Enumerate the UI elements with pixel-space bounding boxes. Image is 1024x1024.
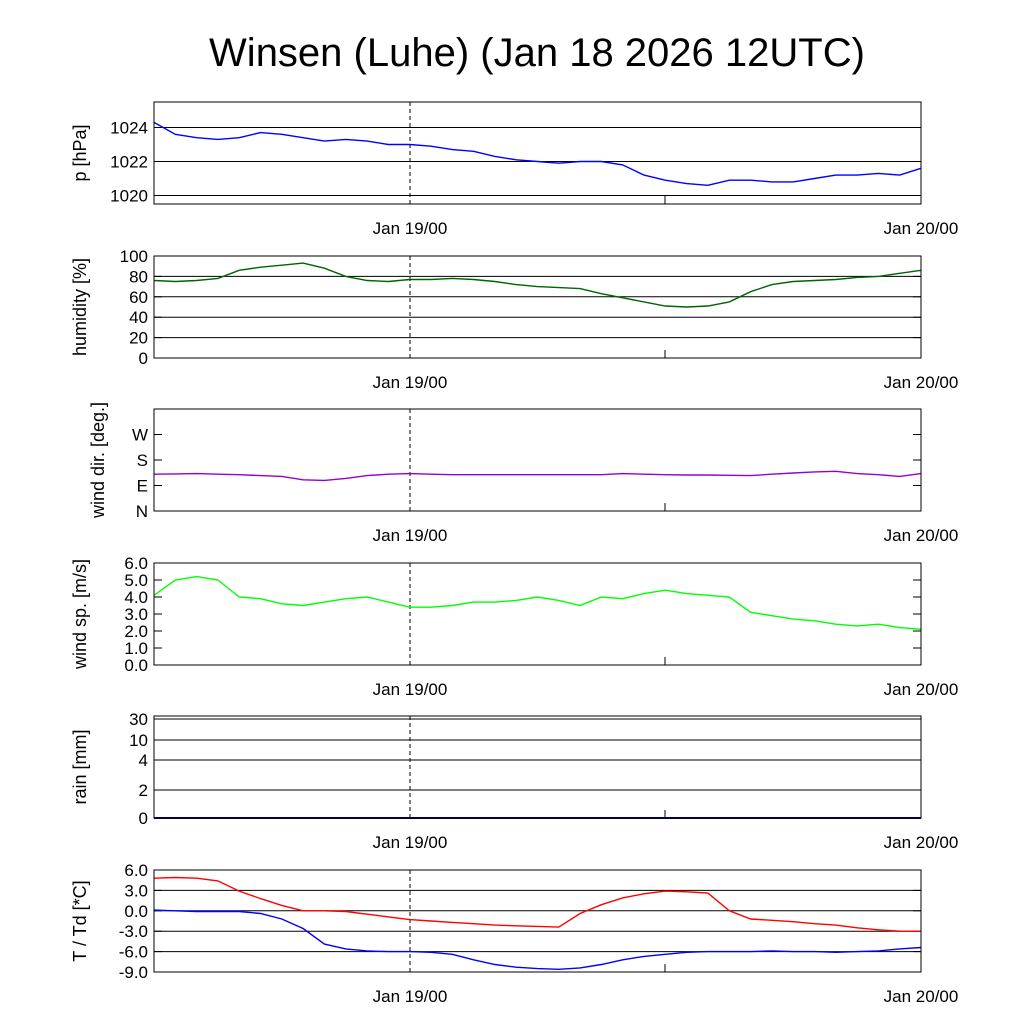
y-tick-label: 3.0 [124,881,148,900]
plot-frame [153,562,922,666]
y-tick-label: 1024 [110,119,148,138]
y-tick-label: 0 [139,809,148,828]
x-tick-label: Jan 19/00 [373,833,448,852]
panel-t: -9.0-6.0 -3.00.0 3.06.0 T / Td [*C] Jan 19/0… [70,861,958,1006]
y-axis-label: wind dir. [deg.] [88,402,108,519]
plot-frame [153,255,922,359]
y-tick-label: N [136,502,148,521]
x-tick-label: Jan 20/00 [884,526,959,545]
y-tick-label: 2.0 [124,622,148,641]
y-tick-label: 1022 [110,153,148,172]
y-tick-label: -3.0 [119,922,148,941]
series-wind-direction [153,470,922,482]
plot-frame [153,869,922,973]
y-tick-label: W [132,426,148,445]
series-wind-speed [153,575,922,630]
y-tick-label: E [137,477,148,496]
y-tick-label: 30 [129,710,148,729]
plot-frame [153,101,922,205]
y-axis-label: p [hPa] [70,124,90,181]
y-tick-label: 3.0 [124,605,148,624]
y-tick-label: 100 [120,247,148,266]
y-axis-label: humidity [%] [70,258,90,356]
panel-p: 1020 1022 1024 p [hPa] Jan 19/00 Jan 20/00 [70,101,959,238]
series-pressure [153,121,922,187]
y-tick-label: 60 [129,288,148,307]
y-axis-label: wind sp. [m/s] [70,559,90,670]
y-tick-label: 20 [129,329,148,348]
series-humidity [153,262,922,308]
series-dew-point [153,909,922,971]
x-tick-label: Jan 20/00 [884,219,959,238]
y-tick-label: 5.0 [124,571,148,590]
y-tick-label: 80 [129,267,148,286]
chart-title: Winsen (Luhe) (Jan 18 2026 12UTC) [209,31,865,75]
x-tick-label: Jan 20/00 [884,987,959,1006]
panel-ff: 0.01.02.03.04.05.06.0 wind sp. [m/s] Jan 1… [70,554,958,699]
x-tick-label: Jan 19/00 [373,526,448,545]
y-tick-label: 6.0 [124,861,148,880]
x-tick-label: Jan 20/00 [884,373,959,392]
x-tick-label: Jan 19/00 [373,680,448,699]
y-tick-label: 0 [139,349,148,368]
x-tick-label: Jan 19/00 [373,373,448,392]
series-temperature [153,876,921,932]
y-tick-label: 2 [139,781,148,800]
y-tick-label: 40 [129,308,148,327]
x-tick-label: Jan 19/00 [373,219,448,238]
y-tick-label: 0.0 [124,902,148,921]
y-tick-label: 1020 [110,187,148,206]
y-tick-label: 4 [139,751,148,770]
y-tick-label: 1.0 [124,639,148,658]
panel-rr: 0 2 410 30 rain [mm] Jan 19/00 Jan 20/00 [70,710,958,852]
x-tick-label: Jan 20/00 [884,833,959,852]
y-axis-label: rain [mm] [70,729,90,804]
plot-frame [153,408,922,512]
y-tick-label: 10 [129,731,148,750]
y-tick-label: -9.0 [119,963,148,982]
y-tick-label: -6.0 [119,943,148,962]
y-tick-label: S [137,451,148,470]
plot-frame [153,715,922,819]
y-axis-label: T / Td [*C] [70,880,90,961]
y-tick-label: 0.0 [124,656,148,675]
y-tick-label: 6.0 [124,554,148,573]
x-tick-label: Jan 19/00 [373,987,448,1006]
y-tick-label: 4.0 [124,588,148,607]
x-tick-label: Jan 20/00 [884,680,959,699]
